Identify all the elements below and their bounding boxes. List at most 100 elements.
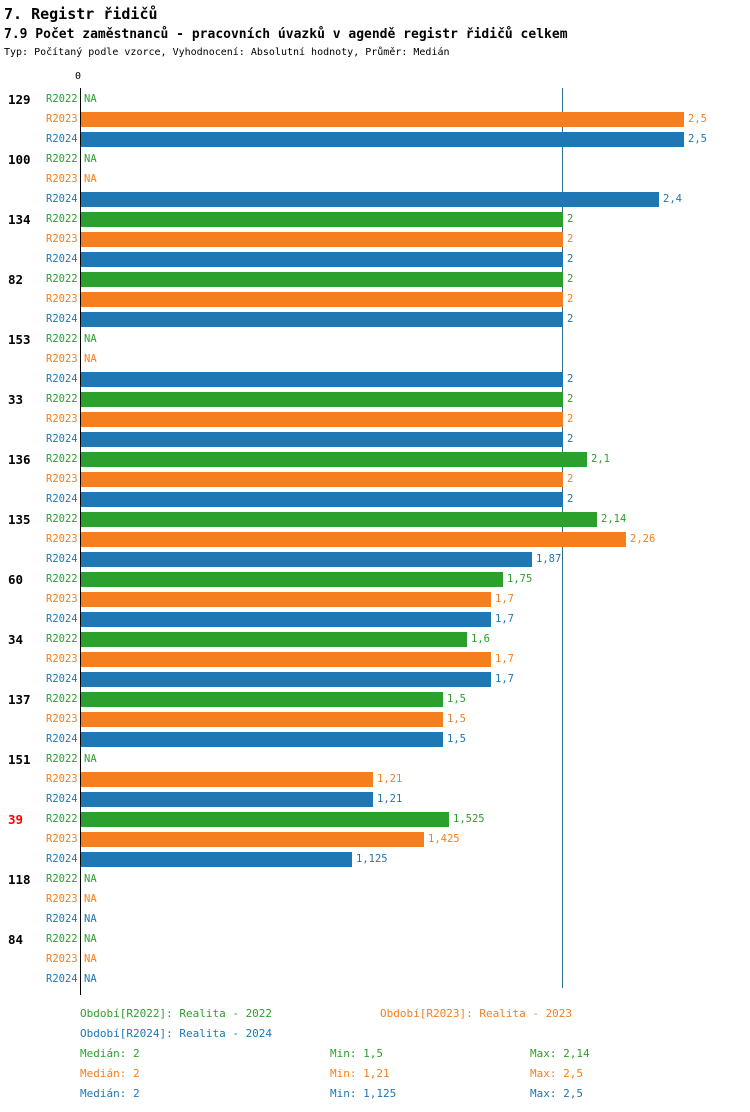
- group-id-label: 151: [8, 752, 31, 767]
- row-year-label: R2024: [46, 913, 78, 925]
- row-year-label: R2024: [46, 433, 78, 445]
- bar-value-label: 1,425: [428, 833, 460, 845]
- bar: [81, 272, 563, 287]
- bar-value-label: 2,5: [688, 113, 707, 125]
- row-year-label: R2022: [46, 873, 78, 885]
- bar: [81, 452, 587, 467]
- row-year-label: R2024: [46, 553, 78, 565]
- legend-max-value: Max: 2,5: [530, 1067, 583, 1080]
- group-id-label: 134: [8, 212, 31, 227]
- na-value-label: NA: [84, 933, 97, 945]
- row-year-label: R2024: [46, 373, 78, 385]
- legend-median-value: Medián: 2: [80, 1047, 140, 1060]
- bar-value-label: 2: [567, 373, 574, 385]
- bar-value-label: 1,7: [495, 673, 514, 685]
- row-year-label: R2023: [46, 113, 78, 125]
- row-year-label: R2023: [46, 773, 78, 785]
- row-year-label: R2022: [46, 453, 78, 465]
- page-title: 7. Registr řidičů: [4, 5, 158, 23]
- row-year-label: R2024: [46, 853, 78, 865]
- na-value-label: NA: [84, 953, 97, 965]
- bar-value-label: 1,21: [377, 793, 403, 805]
- row-year-label: R2024: [46, 493, 78, 505]
- bar-value-label: 2: [567, 493, 574, 505]
- row-year-label: R2023: [46, 353, 78, 365]
- bar: [81, 392, 563, 407]
- bar-value-label: 1,7: [495, 593, 514, 605]
- bar: [81, 252, 563, 267]
- legend-min-value: Min: 1,21: [330, 1067, 390, 1080]
- na-value-label: NA: [84, 973, 97, 985]
- group-id-label: 135: [8, 512, 31, 527]
- legend-median-value: Medián: 2: [80, 1067, 140, 1080]
- bar: [81, 552, 532, 567]
- legend-r2023-label: Období[R2023]: Realita - 2023: [380, 1007, 573, 1020]
- na-value-label: NA: [84, 93, 97, 105]
- row-year-label: R2022: [46, 633, 78, 645]
- group-id-label: 60: [8, 572, 24, 587]
- legend-r2022-label: Období[R2022]: Realita - 2022: [80, 1007, 273, 1020]
- row-year-label: R2024: [46, 613, 78, 625]
- bar-value-label: 2: [567, 253, 574, 265]
- legend-max-value: Max: 2,14: [530, 1047, 590, 1060]
- bar-value-label: 2,14: [601, 513, 627, 525]
- row-year-label: R2022: [46, 273, 78, 285]
- bar: [81, 432, 563, 447]
- median-reference-line: [562, 88, 563, 988]
- bar: [81, 852, 352, 867]
- row-year-label: R2022: [46, 213, 78, 225]
- bar-value-label: 1,7: [495, 613, 514, 625]
- group-id-label: 34: [8, 632, 24, 647]
- bar: [81, 812, 449, 827]
- na-value-label: NA: [84, 353, 97, 365]
- group-id-label: 118: [8, 872, 31, 887]
- bar-value-label: 2: [567, 413, 574, 425]
- row-year-label: R2023: [46, 413, 78, 425]
- na-value-label: NA: [84, 913, 97, 925]
- bar-value-label: 1,5: [447, 733, 466, 745]
- row-year-label: R2022: [46, 693, 78, 705]
- row-year-label: R2023: [46, 233, 78, 245]
- row-year-label: R2023: [46, 173, 78, 185]
- bar-value-label: 2,4: [663, 193, 682, 205]
- legend-median-value: Medián: 2: [80, 1087, 140, 1100]
- bar: [81, 232, 563, 247]
- group-id-label: 100: [8, 152, 31, 167]
- bar: [81, 372, 563, 387]
- row-year-label: R2022: [46, 513, 78, 525]
- row-year-label: R2022: [46, 393, 78, 405]
- bar-value-label: 2: [567, 473, 574, 485]
- legend-min-value: Min: 1,125: [330, 1087, 397, 1100]
- group-id-label: 33: [8, 392, 24, 407]
- bar: [81, 112, 684, 127]
- row-year-label: R2024: [46, 133, 78, 145]
- bar: [81, 712, 443, 727]
- legend-r2024-label: Období[R2024]: Realita - 2024: [80, 1027, 273, 1040]
- group-id-label: 153: [8, 332, 31, 347]
- bar: [81, 672, 491, 687]
- bar: [81, 512, 597, 527]
- bar-value-label: 1,6: [471, 633, 490, 645]
- bar-value-label: 1,5: [447, 693, 466, 705]
- bar: [81, 612, 491, 627]
- bar: [81, 292, 563, 307]
- bar: [81, 592, 491, 607]
- bar-value-label: 1,125: [356, 853, 388, 865]
- bar-value-label: 2: [567, 293, 574, 305]
- bar: [81, 212, 563, 227]
- bar: [81, 472, 563, 487]
- bar-value-label: 1,75: [507, 573, 533, 585]
- bar-value-label: 2: [567, 433, 574, 445]
- bar: [81, 632, 467, 647]
- row-year-label: R2023: [46, 953, 78, 965]
- y-axis-line: [80, 88, 81, 995]
- row-year-label: R2023: [46, 533, 78, 545]
- group-id-label: 84: [8, 932, 24, 947]
- bar: [81, 412, 563, 427]
- chart-subtitle: 7.9 Počet zaměstnanců - pracovních úvazk…: [4, 27, 568, 42]
- bar: [81, 832, 424, 847]
- row-year-label: R2022: [46, 93, 78, 105]
- bar-value-label: 1,7: [495, 653, 514, 665]
- row-year-label: R2024: [46, 793, 78, 805]
